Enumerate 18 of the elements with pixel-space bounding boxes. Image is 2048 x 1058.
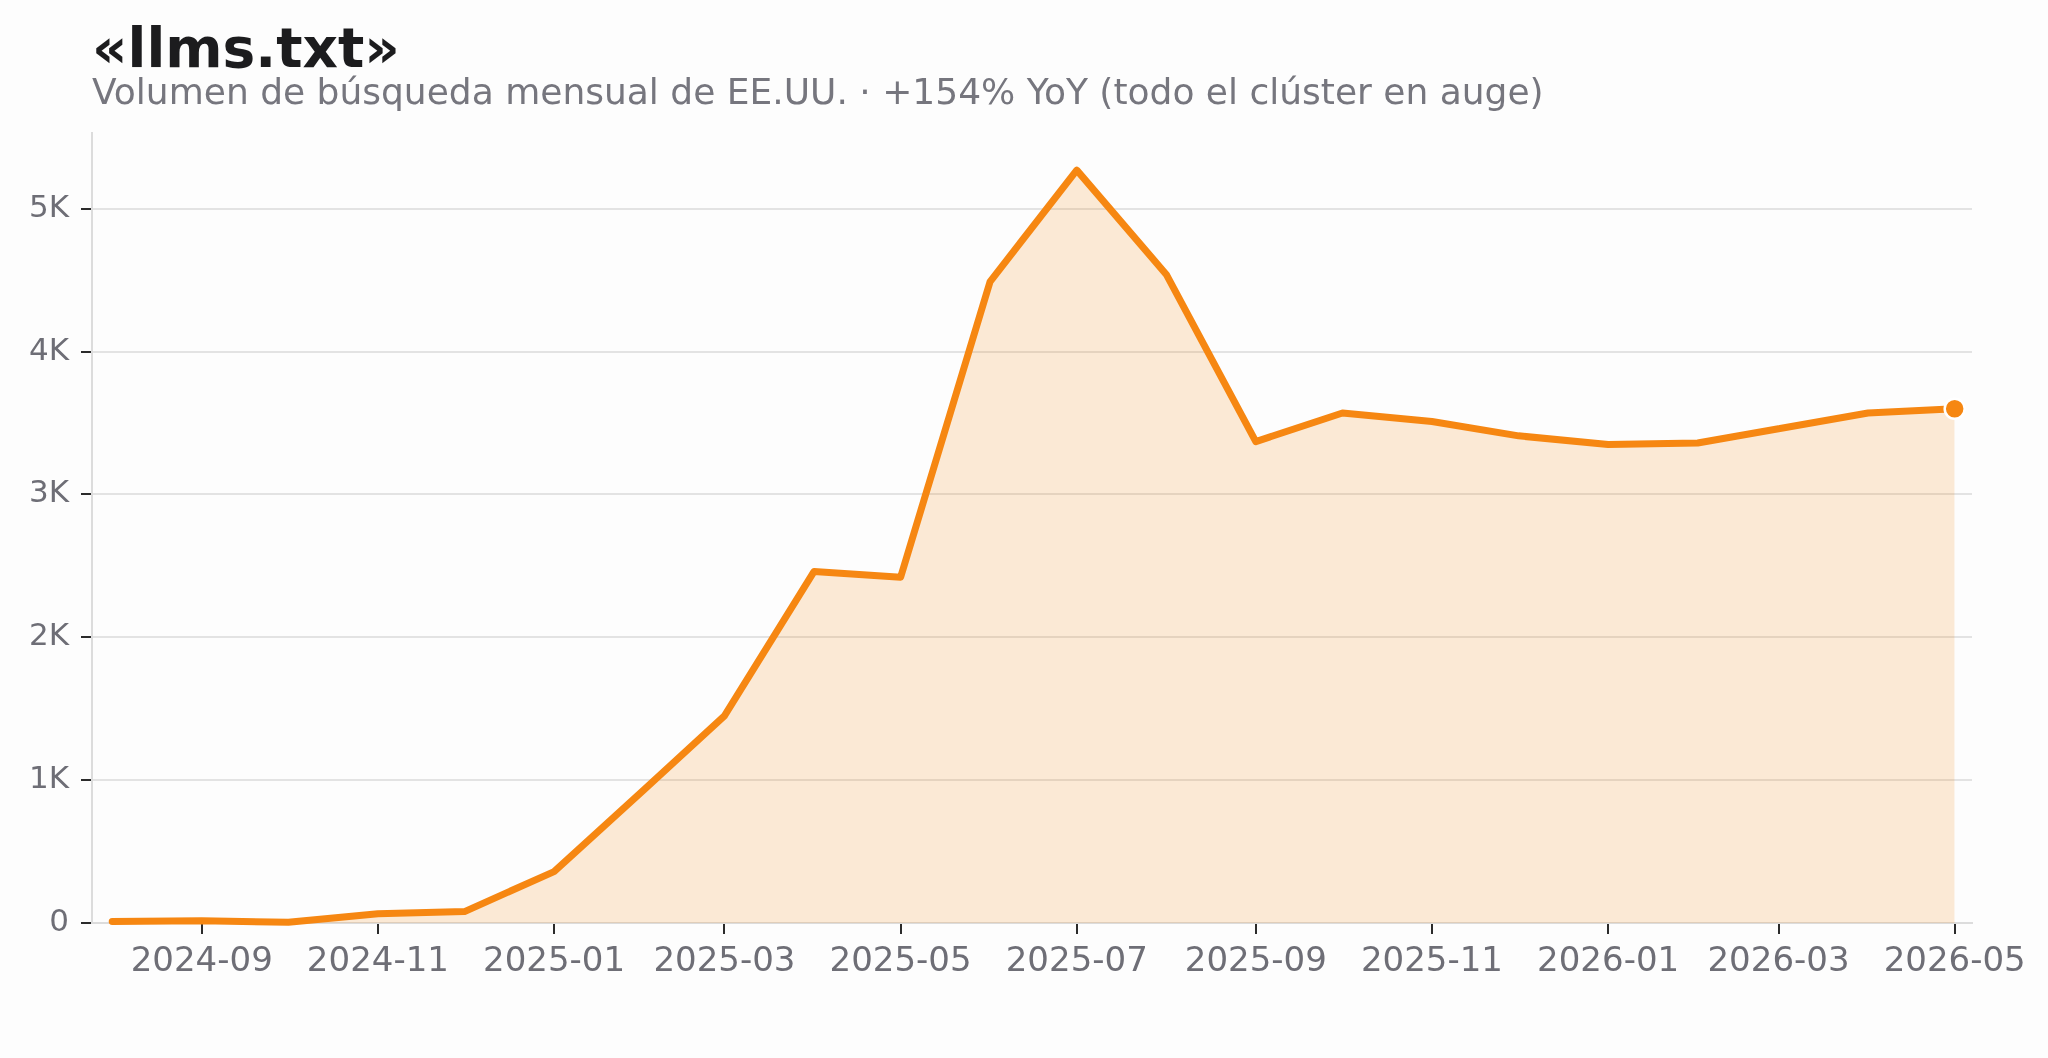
x-tick-label: 2025-07 [1005,939,1148,980]
x-tick-label: 2026-03 [1707,939,1850,980]
x-tick-label: 2024-09 [130,939,273,980]
x-tick-label: 2025-05 [829,939,972,980]
y-tick-label: 1K [28,759,70,796]
x-tick-label: 2025-11 [1360,939,1503,980]
x-tick-label: 2025-01 [483,939,626,980]
y-tick-label: 2K [28,616,70,653]
y-tick-label: 0 [49,902,69,939]
y-tick-label: 4K [28,330,70,367]
x-tick-label: 2026-01 [1537,939,1680,980]
y-tick-label: 5K [28,187,70,224]
x-tick-label: 2025-09 [1184,939,1327,980]
x-tick-label: 2025-03 [653,939,796,980]
x-tick-label: 2024-11 [306,939,449,980]
x-tick-label: 2026-05 [1883,939,2026,980]
chart-subtitle: Volumen de búsqueda mensual de EE.UU. · +154% YoY (todo el clúster en auge) [92,71,1544,112]
y-tick-label: 3K [28,473,70,510]
